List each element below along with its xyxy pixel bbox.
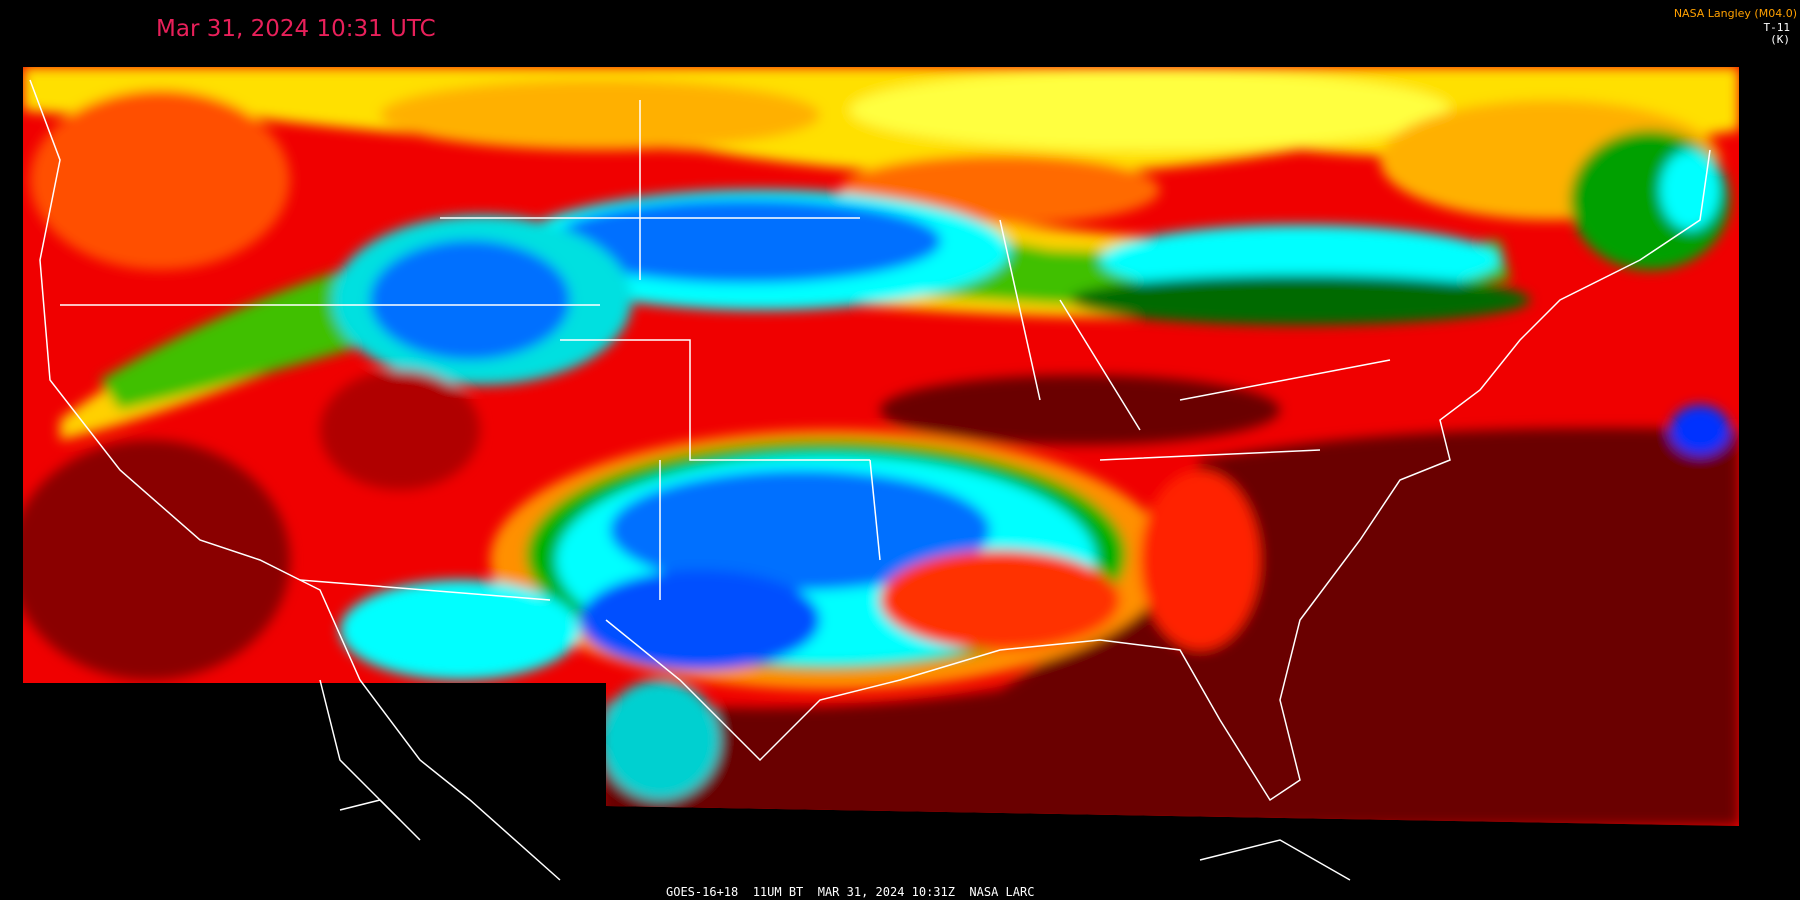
source-label: NASA Langley (M04.0) xyxy=(1674,7,1797,20)
unit-label: (K) xyxy=(1770,33,1790,46)
boundaries xyxy=(29,79,1711,881)
footer: GOES-16+18 11UM BT MAR 31, 2024 10:31Z N… xyxy=(666,885,1034,899)
imagery xyxy=(23,67,1739,826)
timestamp-title: Mar 31, 2024 10:31 UTC xyxy=(156,16,436,42)
product-label: T-11 xyxy=(1764,21,1791,34)
imagery-blobs xyxy=(23,67,1739,826)
